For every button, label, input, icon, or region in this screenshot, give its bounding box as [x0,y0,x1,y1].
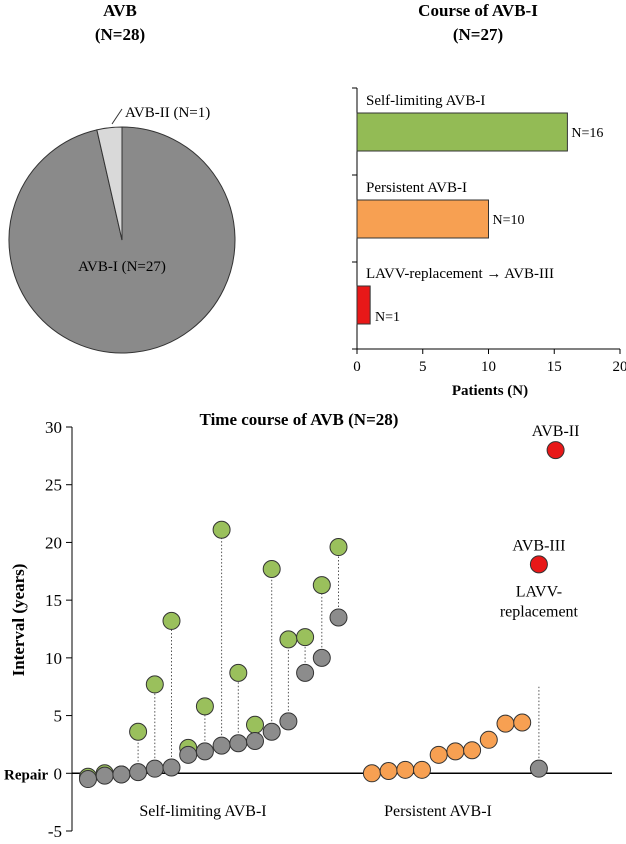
ts-onset-point [145,759,164,778]
ts-resolution-point [129,722,148,741]
ts-y-tick-label: -5 [48,822,62,841]
bar-title-line1: Course of AVB-I [418,1,538,20]
ts-onset-point [262,722,281,741]
ts-lavv-onset-point [529,759,548,778]
pie-label-avb-i: AVB-I (N=27) [78,259,166,275]
bar-value-label: N=1 [375,310,400,325]
bar-x-axis-label: Patients (N) [452,383,528,399]
ts-resolution-point [296,628,315,647]
pie-title-line1: AVB [103,1,137,20]
group-label-persistent: Persistent AVB-I [384,803,492,820]
ts-onset-point [296,663,315,682]
bar-x-tick-label: 10 [481,359,496,375]
ts-resolution-point [195,697,214,716]
ts-resolution-point [262,559,281,578]
ts-avb-ii-point [546,441,565,460]
bar-0 [356,112,568,152]
repair-label: Repair [4,767,49,783]
ts-lavv-note-line1: LAVV- [516,583,562,600]
ts-y-tick-label: 0 [54,764,63,783]
bar-1 [356,199,489,239]
time-course-chart: Time course of AVB (N=28) Interval (year… [4,410,612,841]
pie-slice-avb-ii [96,126,123,241]
ts-y-tick-label: 30 [45,418,62,437]
pie-chart: AVB (N=28) AVB-II (N=1) AVB-I (N=27) [8,1,236,354]
ts-persistent-point [429,745,448,764]
pie-title-line2: (N=28) [95,25,145,44]
ts-persistent-point [446,742,465,761]
ts-onset-point [95,766,114,785]
ts-onset-point [246,731,264,750]
ts-y-tick-label: 10 [45,649,62,668]
ts-avb-ii-label: AVB-II [532,423,580,440]
ts-onset-point [162,758,181,777]
pie-label-avb-ii: AVB-II (N=1) [125,105,210,121]
ts-onset-point [179,745,198,764]
time-course-title: Time course of AVB (N=28) [200,410,399,429]
ts-persistent-point [396,760,415,779]
ts-onset-point [195,742,214,761]
bar-value-label: N=16 [571,126,603,141]
ts-onset-point [229,734,248,753]
ts-onset-point [79,770,97,789]
ts-y-tick-label: 25 [45,476,62,495]
bar-category-label: Persistent AVB-I [366,180,467,196]
ts-onset-point [312,648,331,667]
bar-value-label: N=10 [493,213,525,228]
ts-y-tick-label: 20 [45,533,62,552]
ts-resolution-point [145,675,164,694]
ts-resolution-point [312,576,331,595]
group-label-self-limiting: Self-limiting AVB-I [139,803,266,820]
bar-category-label: Self-limiting AVB-I [366,93,485,109]
ts-avb-iii-label: AVB-III [512,537,565,554]
ts-onset-point [112,765,131,784]
bar-chart: Course of AVB-I (N=27) 0 5 10 15 20 Self-lim… [352,1,626,399]
ts-persistent-point [479,730,498,749]
ts-resolution-point [212,520,231,539]
ts-resolution-point [246,715,264,734]
ts-resolution-point [162,611,181,630]
bar-title-line2: (N=27) [453,25,503,44]
ts-y-tick-label: 15 [45,591,62,610]
ts-persistent-point [379,761,398,780]
ts-persistent-point [463,741,482,760]
bar-x-tick-label: 15 [547,359,562,375]
bar-2 [356,285,371,325]
ts-persistent-point [513,713,532,732]
ts-y-tick-label: 5 [54,707,63,726]
time-course-y-axis-label: Interval (years) [9,564,28,677]
bar-x-tick-label: 20 [613,359,626,375]
time-course-axes: -5 0 5 10 15 20 25 30 Repair [4,418,612,841]
ts-persistent-point [362,764,381,783]
ts-persistent-point [496,714,515,733]
ts-avb-iii-point [529,555,548,574]
bar-marks: Self-limiting AVB-I N=16 Persistent AVB-I N… [356,93,603,325]
ts-onset-point [212,736,231,755]
ts-onset-point [329,608,348,627]
bar-category-label: LAVV-replacement → AVB-III [366,266,554,282]
ts-persistent-point [413,760,431,779]
ts-resolution-point [279,630,298,649]
ts-resolution-point [329,538,348,557]
bar-x-tick-label: 0 [353,359,361,375]
ts-resolution-point [229,663,248,682]
ts-lavv-note-line2: replacement [500,603,579,620]
pie-leader-line [111,108,123,125]
ts-onset-point [129,763,148,782]
ts-onset-point [279,712,298,731]
time-course-marks: AVB-III LAVV-replacement AVB-II [79,423,580,789]
bar-x-tick-label: 5 [419,359,427,375]
